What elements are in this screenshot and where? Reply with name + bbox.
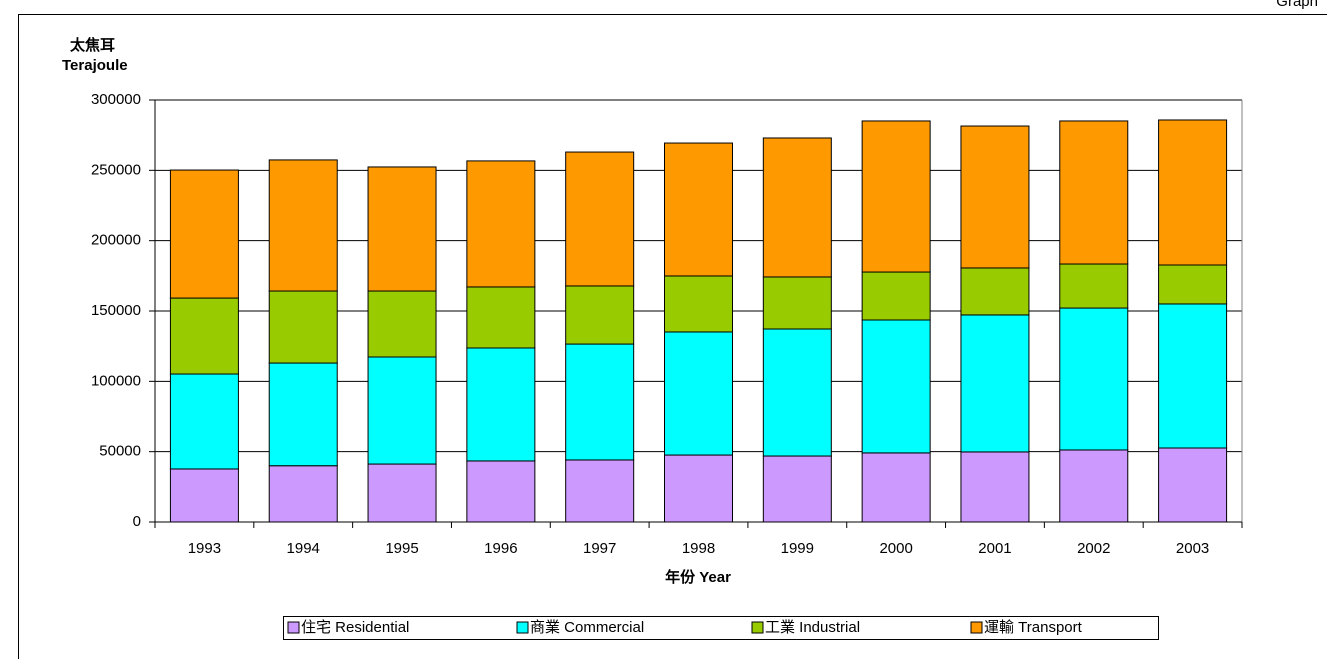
x-axis-title: 年份 Year (665, 568, 731, 586)
bar-segment (269, 363, 337, 466)
bar-segment (566, 286, 634, 344)
bar-segment (467, 287, 535, 348)
x-tick-label: 1994 (287, 540, 320, 557)
y-axis-title: Terajoule (62, 57, 128, 74)
x-tick-label: 1993 (188, 540, 221, 557)
legend-swatch (752, 622, 763, 633)
x-tick-label: 1995 (385, 540, 418, 557)
bar-segment (1060, 121, 1128, 264)
bar-segment (1159, 265, 1227, 304)
bar-segment (269, 160, 337, 291)
bar-segment (1159, 304, 1227, 448)
bar-segment (961, 268, 1029, 315)
y-tick-label: 300000 (91, 91, 141, 108)
x-tick-label: 2003 (1176, 540, 1209, 557)
bar-segment (763, 329, 831, 456)
bar-segment (862, 320, 930, 453)
legend-swatch (288, 622, 299, 633)
legend-label: 商業 Commercial (530, 619, 644, 636)
bar-segment (961, 452, 1029, 522)
bar-segment (368, 167, 436, 291)
x-tick-label: 1996 (484, 540, 517, 557)
graph-label: Graph (1276, 0, 1318, 10)
y-tick-label: 150000 (91, 302, 141, 319)
bar-segment (170, 298, 238, 374)
bar-segment (467, 161, 535, 287)
bar-segment (566, 152, 634, 286)
y-tick-label: 0 (133, 513, 141, 530)
bar-segment (467, 348, 535, 461)
bar-segment (368, 464, 436, 522)
y-tick-label: 250000 (91, 161, 141, 178)
bar-segment (763, 277, 831, 329)
legend-label: 運輸 Transport (984, 619, 1083, 636)
bar-segment (269, 291, 337, 363)
x-tick-label: 2001 (978, 540, 1011, 557)
y-axis-title-zh: 太焦耳 (70, 36, 115, 54)
bar-segment (862, 121, 930, 272)
bar-segment (566, 460, 634, 522)
y-tick-label: 50000 (99, 443, 141, 460)
bar-segment (665, 276, 733, 332)
bar-segment (665, 332, 733, 455)
y-tick-label: 200000 (91, 232, 141, 249)
x-tick-label: 2002 (1077, 540, 1110, 557)
legend-label: 住宅 Residential (301, 619, 409, 636)
bar-segment (170, 374, 238, 469)
legend-swatch (517, 622, 528, 633)
bar-segment (1060, 264, 1128, 308)
bar-segment (763, 456, 831, 522)
legend-swatch (971, 622, 982, 633)
bar-segment (467, 461, 535, 522)
bar-segment (1159, 448, 1227, 522)
bar-segment (368, 357, 436, 464)
bar-segment (566, 344, 634, 460)
bar-segment (961, 315, 1029, 452)
y-tick-label: 100000 (91, 372, 141, 389)
bar-segment (1060, 450, 1128, 522)
bar-segment (763, 138, 831, 277)
bar-segment (665, 143, 733, 276)
bar-segment (961, 126, 1029, 268)
bar-segment (862, 272, 930, 320)
x-tick-label: 1997 (583, 540, 616, 557)
bar-segment (1159, 120, 1227, 265)
x-tick-label: 1999 (781, 540, 814, 557)
bar-segment (862, 453, 930, 522)
x-tick-label: 1998 (682, 540, 715, 557)
bar-segment (368, 291, 436, 357)
bar-segment (1060, 308, 1128, 450)
legend-label: 工業 Industrial (765, 619, 860, 636)
bar-segment (170, 469, 238, 522)
x-tick-label: 2000 (879, 540, 912, 557)
bar-segment (269, 466, 337, 522)
bar-segment (665, 455, 733, 522)
bar-segment (170, 170, 238, 298)
